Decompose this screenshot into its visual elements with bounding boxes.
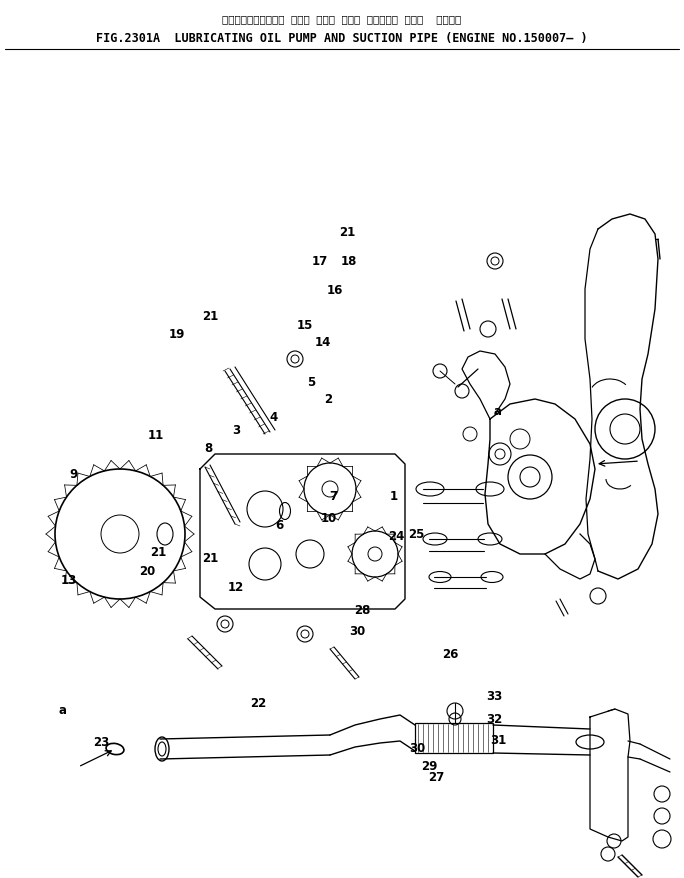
Text: 2: 2 [324,393,332,406]
Text: ルーブリケーティング  オイル  ポンプ  および  サクション  パイプ    適用号機: ルーブリケーティング オイル ポンプ および サクション パイプ 適用号機 [222,14,462,24]
Text: 25: 25 [408,528,424,540]
Text: 21: 21 [202,310,219,322]
Text: 21: 21 [202,551,219,564]
Text: 6: 6 [275,519,283,531]
Text: 3: 3 [232,424,240,436]
Text: 16: 16 [327,284,343,296]
Text: 13: 13 [60,573,77,586]
Text: 12: 12 [228,580,244,593]
Text: 30: 30 [409,742,425,754]
Text: 19: 19 [168,327,185,340]
Text: 1: 1 [389,490,397,502]
Text: 10: 10 [320,512,337,524]
Text: 21: 21 [339,227,356,239]
Text: 24: 24 [389,529,405,542]
Text: a: a [494,405,502,417]
Text: a: a [59,703,67,716]
Text: 21: 21 [150,545,167,558]
Text: 7: 7 [330,490,338,502]
Text: 18: 18 [341,255,357,268]
Text: 8: 8 [205,442,213,454]
Text: 29: 29 [421,759,438,772]
Text: 22: 22 [250,696,267,709]
Text: 23: 23 [93,736,109,748]
Text: 30: 30 [349,624,365,637]
Text: 4: 4 [269,411,278,423]
Text: 32: 32 [486,712,502,724]
Text: 15: 15 [296,319,313,331]
Text: 20: 20 [139,565,155,577]
Ellipse shape [106,744,124,755]
Text: 26: 26 [442,648,458,660]
Text: 14: 14 [315,336,331,349]
Text: 11: 11 [148,428,164,441]
Text: 31: 31 [490,733,506,745]
Text: 28: 28 [354,604,371,616]
Text: 33: 33 [486,689,502,702]
Text: 17: 17 [312,255,328,268]
Text: 9: 9 [70,468,78,480]
Text: 27: 27 [428,771,445,783]
Text: FIG.2301A  LUBRICATING OIL PUMP AND SUCTION PIPE (ENGINE NO.150007— ): FIG.2301A LUBRICATING OIL PUMP AND SUCTI… [96,32,588,45]
Bar [415,723,493,753]
Text: 5: 5 [307,376,315,388]
